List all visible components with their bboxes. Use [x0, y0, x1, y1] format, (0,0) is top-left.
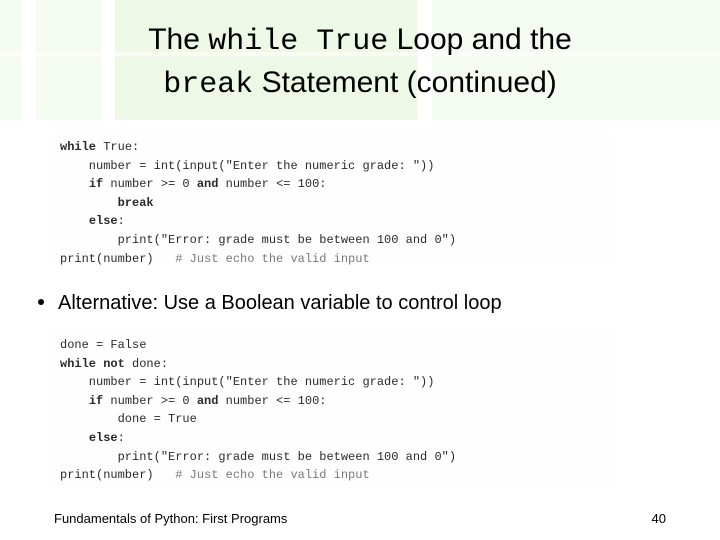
title-text-1: The	[148, 23, 208, 56]
bullet-line: Alternative: Use a Boolean variable to c…	[38, 292, 502, 315]
title-code-1: while True	[208, 25, 388, 59]
code-block-2: done = False while not done: number = in…	[52, 330, 612, 485]
footer-left: Fundamentals of Python: First Programs	[54, 511, 287, 526]
code-block-1: while True: number = int(input("Enter th…	[52, 132, 612, 262]
bullet-dot-icon	[38, 299, 44, 305]
title-text-3: Statement (continued)	[253, 66, 557, 99]
page-number: 40	[652, 511, 666, 526]
title-text-2: Loop and the	[388, 23, 572, 56]
slide-title: The while True Loop and the break Statem…	[0, 20, 720, 105]
bullet-text: Alternative: Use a Boolean variable to c…	[58, 292, 502, 314]
title-code-2: break	[163, 68, 253, 102]
